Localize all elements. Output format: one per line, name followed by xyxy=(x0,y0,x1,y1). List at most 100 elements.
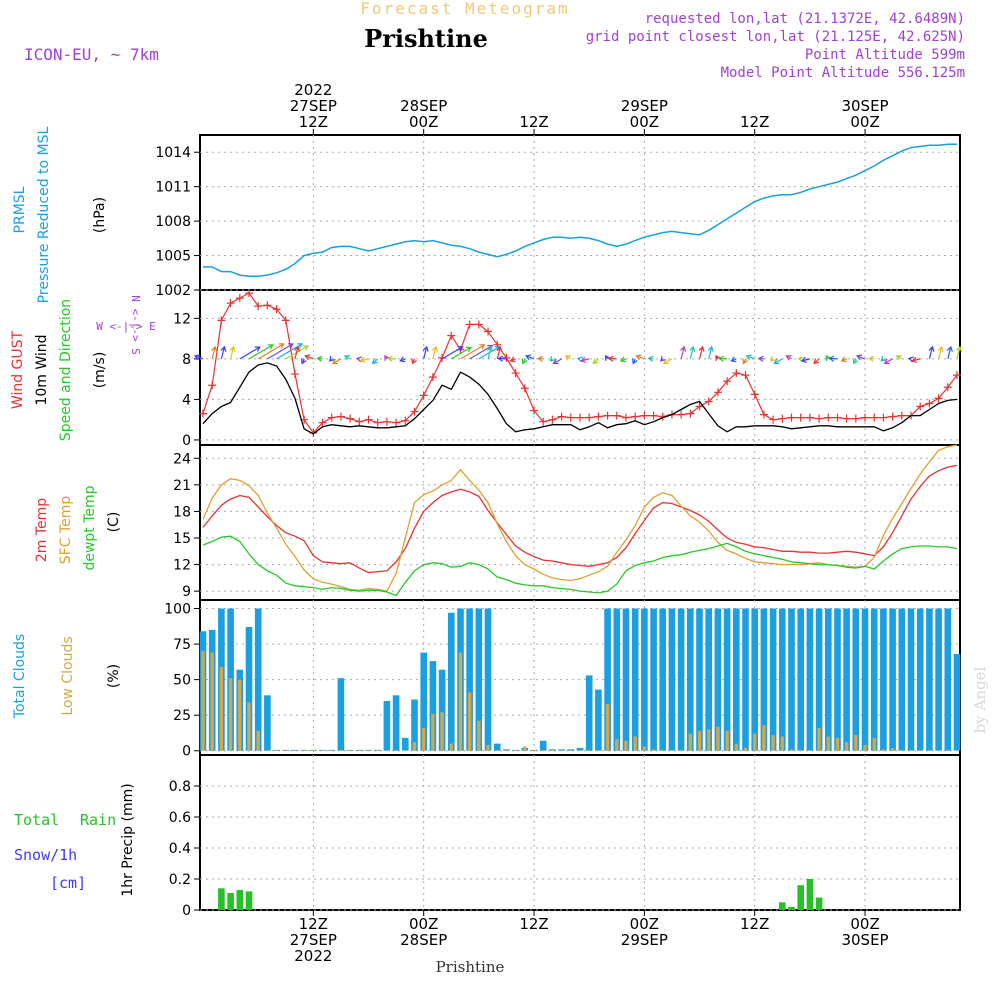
low-cloud-bar xyxy=(624,740,628,751)
prmsl-label: PRMSL xyxy=(12,186,28,233)
low-cloud-bar xyxy=(366,749,371,751)
sfc-temp-line xyxy=(202,444,958,592)
total-cloud-bar xyxy=(420,652,427,751)
gust-marker xyxy=(474,320,483,329)
low-cloud-bar xyxy=(210,652,214,751)
wind-arrow-head xyxy=(773,358,780,365)
wind-arrow-head xyxy=(359,356,366,363)
wind-arrow-head xyxy=(300,358,307,365)
wind-arrow-head xyxy=(331,358,338,365)
total-cloud-bar xyxy=(944,608,952,751)
top-time-label: 28SEP xyxy=(400,97,447,115)
low-cloud-bar xyxy=(605,703,610,751)
low-cloud-bar xyxy=(265,749,269,751)
low-cloud-bar xyxy=(762,725,766,751)
low-cloud-bar xyxy=(422,728,426,751)
total-cloud-bar xyxy=(475,608,483,751)
top-time-label: 30SEP xyxy=(841,97,888,115)
wind-arrow-head xyxy=(868,355,875,362)
wind-arrow-head xyxy=(293,345,300,352)
wind-arrow-head xyxy=(632,358,638,365)
y-tick-label: 0.4 xyxy=(169,841,191,857)
low-cloud-bar xyxy=(863,745,867,751)
panel-frame xyxy=(199,754,961,911)
y-tick-label: 1014 xyxy=(155,145,191,161)
low-cloud-bar xyxy=(394,749,398,751)
y-tick-label: 1002 xyxy=(155,283,191,299)
wind-arrow xyxy=(423,346,428,360)
wind-arrow-head xyxy=(907,356,914,363)
bottom-time-label: 2022 xyxy=(294,947,332,965)
y-tick-label: 100 xyxy=(164,602,191,618)
wind-arrow xyxy=(525,355,535,360)
wind-arrow xyxy=(663,358,673,364)
low-cloud-bar xyxy=(477,720,481,751)
total-cloud-bar xyxy=(383,701,391,751)
y-tick-label: 12 xyxy=(173,558,191,574)
wind-arrow-head xyxy=(356,356,363,363)
wind-arrow-head xyxy=(928,345,935,352)
wind-arrow-head xyxy=(229,345,236,352)
wind-arrow-head xyxy=(956,345,963,352)
wind-arrow-head xyxy=(800,356,807,363)
low-cloud-bar xyxy=(201,651,205,751)
wind-arrow-head xyxy=(607,355,614,362)
wind-arrow-head xyxy=(302,345,309,351)
low-cloud-bar xyxy=(348,749,352,751)
gust-marker xyxy=(833,413,842,422)
low-cloud-bar xyxy=(808,749,812,751)
gust-marker xyxy=(428,373,437,382)
compass-ns: N <-|-> S xyxy=(129,295,142,355)
wind-arrow xyxy=(553,358,562,364)
wind-arrow xyxy=(608,357,617,360)
wind-arrow xyxy=(469,345,493,360)
wind-arrow-head xyxy=(707,345,714,352)
total-cloud-bar xyxy=(751,608,758,751)
gust-marker xyxy=(281,316,290,325)
wind-arrow-head xyxy=(813,358,820,365)
low-cloud-bar xyxy=(937,749,941,751)
wind-arrow-head xyxy=(911,356,918,363)
y-tick-label: 0.2 xyxy=(169,872,191,888)
wind-arrow-head xyxy=(524,354,532,361)
total-cloud-bar xyxy=(595,689,602,751)
gust-marker xyxy=(741,371,750,380)
low-cloud-bar xyxy=(440,712,444,751)
y-tick-label: 9 xyxy=(182,584,191,600)
total-cloud-bar xyxy=(622,608,630,751)
low-cloud-bar xyxy=(238,679,242,751)
wind-arrow-head xyxy=(278,343,285,349)
total-cloud-bar xyxy=(429,661,437,751)
wind-arrow xyxy=(680,346,685,360)
wind-arrow-head xyxy=(371,358,378,365)
gust-marker xyxy=(263,301,272,310)
gust-marker xyxy=(318,418,327,427)
wind-arrow-head xyxy=(580,356,587,363)
gust-marker xyxy=(382,417,391,426)
wind-arrow-head xyxy=(193,354,201,361)
gust-marker xyxy=(401,416,410,425)
wind-arrow-head xyxy=(549,355,556,362)
wind-arrow-head xyxy=(635,354,642,361)
wind-arrow xyxy=(332,358,342,364)
gust-marker xyxy=(805,413,814,422)
wind-arrow-head xyxy=(659,355,666,362)
gust-marker xyxy=(713,388,722,397)
wind-arrow-head xyxy=(883,358,890,365)
total-cloud-bar xyxy=(677,608,685,751)
y-tick-label: 15 xyxy=(173,531,191,547)
top-time-label: 00Z xyxy=(630,113,659,131)
low-cloud-bar xyxy=(569,749,573,751)
gust-marker xyxy=(824,413,833,422)
total-label: Total xyxy=(14,811,59,829)
wind-arrow-head xyxy=(825,354,832,361)
wind-labels: Wind GUST 10m Wind Speed and Direction (… xyxy=(10,295,156,441)
gust-marker xyxy=(879,413,888,422)
low-clouds-label: Low Clouds xyxy=(60,636,76,715)
wind-arrow xyxy=(450,346,472,360)
y-tick-label: 18 xyxy=(173,504,191,520)
gust-marker xyxy=(392,418,401,427)
top-time-label: 27SEP xyxy=(290,97,337,115)
gust-marker xyxy=(750,390,759,399)
bottom-time-label: 00Z xyxy=(630,915,659,933)
